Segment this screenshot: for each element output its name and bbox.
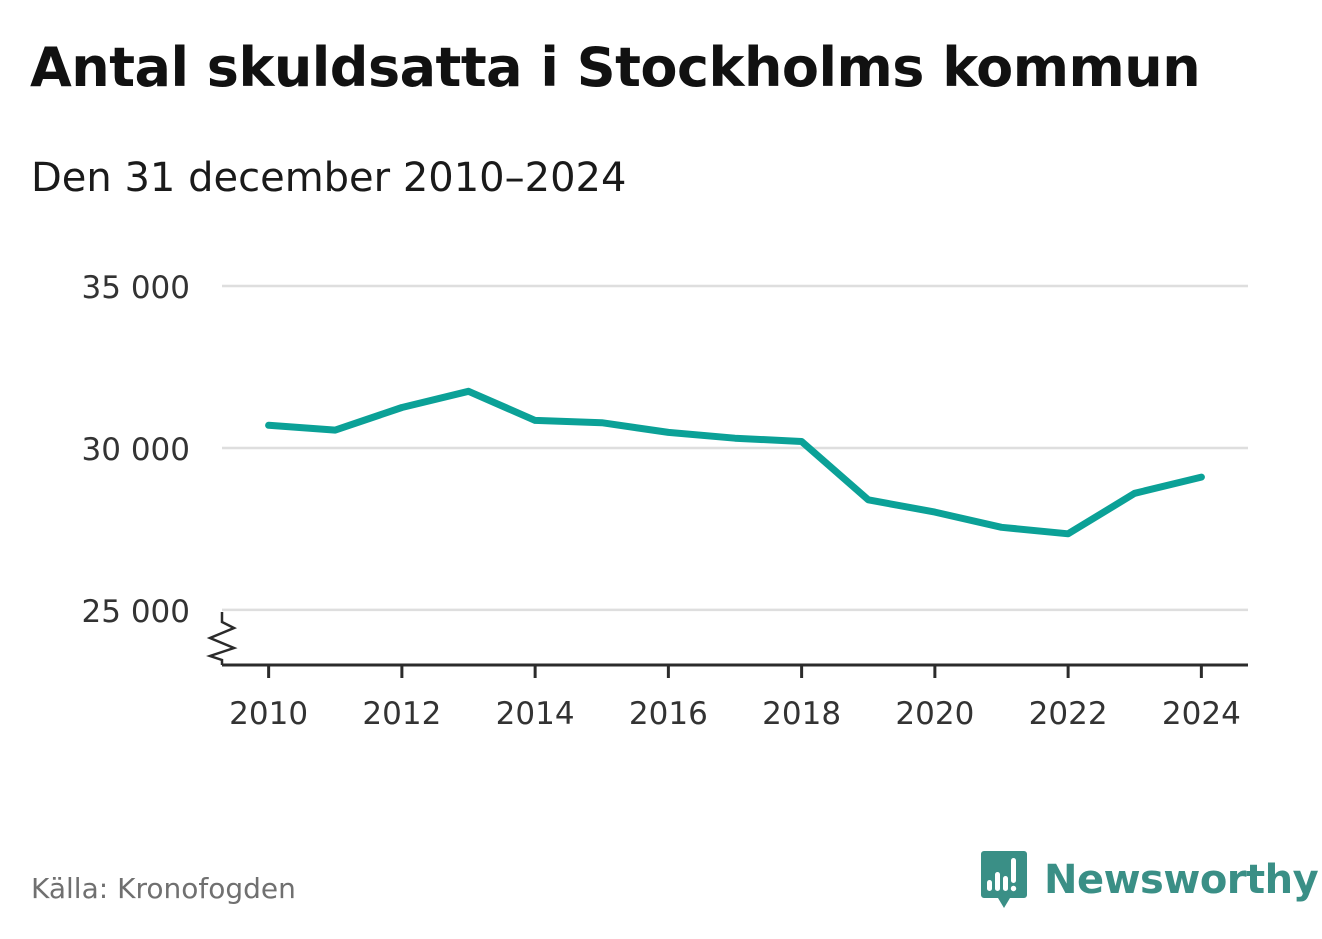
x-tick-label: 2022 [1029,696,1108,732]
x-tick-label: 2010 [229,696,308,732]
newsworthy-logo-icon [981,851,1027,908]
data-point [332,427,339,434]
data-point [465,388,472,395]
brand-logo: Newsworthy [980,848,1319,912]
data-point [1198,474,1205,481]
data-point [532,417,539,424]
x-tick-label: 2016 [629,696,708,732]
chart-subtitle: Den 31 december 2010–2024 [31,155,627,201]
data-point [1131,490,1138,497]
y-tick-label: 30 000 [82,432,190,468]
data-point [998,524,1005,531]
x-tick-label: 2012 [362,696,441,732]
x-tick-label: 2024 [1162,696,1241,732]
brand-name: Newsworthy [1044,857,1319,903]
source-note: Källa: Kronofogden [31,872,296,905]
data-point [931,509,938,516]
data-point [398,404,405,411]
y-tick-label: 25 000 [82,594,190,630]
x-tick-label: 2020 [895,696,974,732]
data-point [598,419,605,426]
data-point [732,435,739,442]
data-point [798,438,805,445]
x-tick-label: 2018 [762,696,841,732]
data-point [665,429,672,436]
data-point [865,496,872,503]
data-point [1065,530,1072,537]
x-tick-label: 2014 [496,696,575,732]
y-axis-break [206,612,238,665]
data-point [265,422,272,429]
chart-title: Antal skuldsatta i Stockholms kommun [30,36,1201,99]
series-line [265,387,1205,538]
y-tick-label: 35 000 [82,270,190,306]
